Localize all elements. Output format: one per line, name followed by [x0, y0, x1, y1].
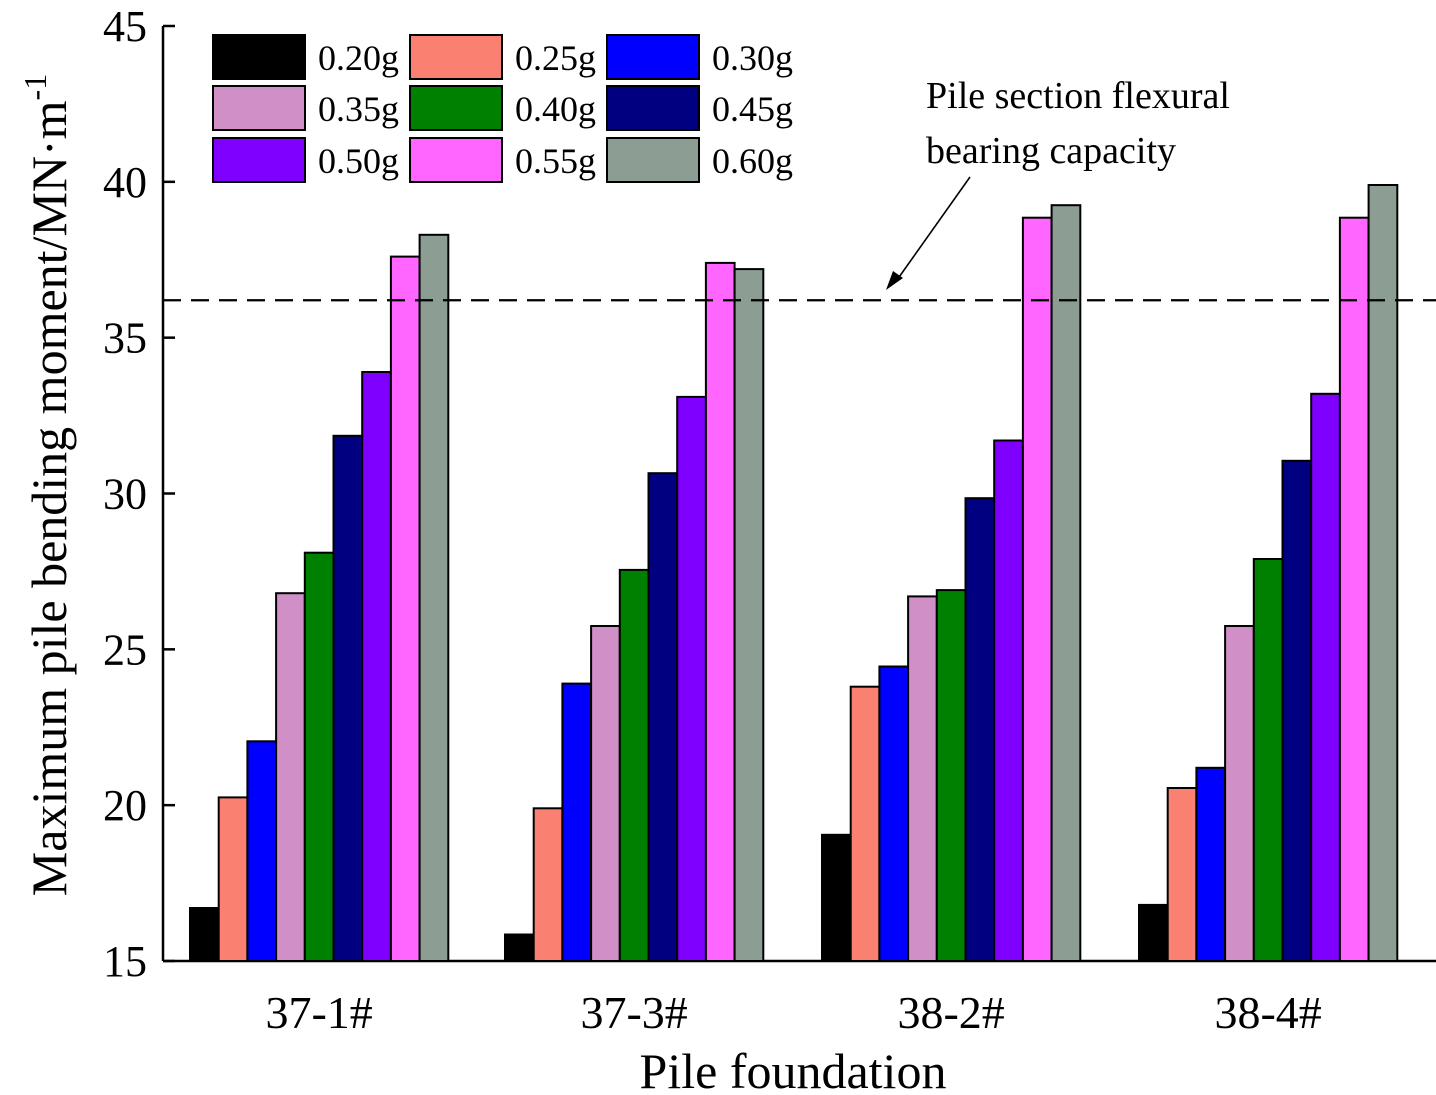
- y-tick-label: 25: [103, 625, 147, 674]
- bar-37-3#-0.55g: [704, 261, 736, 962]
- bar-37-3#-0.20g: [504, 933, 535, 962]
- legend-swatch-0.35g: [212, 85, 306, 131]
- annotation-line-2: bearing capacity: [926, 130, 1176, 172]
- legend-swatch-0.30g: [606, 34, 700, 80]
- bar-37-3#-0.35g: [590, 625, 621, 962]
- bar-37-3#-0.40g: [618, 568, 650, 963]
- bar-38-4#-0.60g: [1367, 184, 1399, 962]
- bar-37-3#-0.30g: [561, 682, 593, 962]
- legend-swatch-0.25g: [409, 34, 503, 80]
- bar-38-4#-0.55g: [1338, 216, 1370, 962]
- bar-38-4#-0.30g: [1195, 766, 1227, 962]
- bar-38-4#-0.45g: [1281, 459, 1313, 962]
- x-tick-label: 37-3#: [580, 987, 687, 1038]
- bar-38-2#-0.25g: [849, 685, 881, 962]
- legend-label-0.50g: 0.50g: [318, 141, 399, 181]
- y-tick-label: 30: [103, 470, 147, 519]
- legend-swatch-0.50g: [212, 137, 306, 183]
- bar-37-1#-0.25g: [217, 796, 249, 963]
- bar-38-2#-0.40g: [935, 589, 967, 962]
- legend-label-0.40g: 0.40g: [515, 89, 596, 129]
- legend-swatch-0.60g: [606, 137, 700, 183]
- y-tick-label: 20: [103, 781, 147, 830]
- bar-37-1#-0.30g: [246, 740, 278, 962]
- bar-37-3#-0.25g: [532, 807, 564, 962]
- legend-swatch-0.40g: [409, 85, 503, 131]
- annotation-arrow-shaft: [896, 176, 971, 281]
- legend-label-0.25g: 0.25g: [515, 38, 596, 78]
- bar-37-3#-0.50g: [676, 395, 707, 962]
- annotation: Pile section flexural bearing capacity: [926, 75, 1230, 172]
- y-axis-title: Maximum pile bending moment/MN·m-1: [17, 74, 77, 896]
- bar-38-4#-0.20g: [1138, 903, 1169, 963]
- x-axis-title: Pile foundation: [640, 1043, 947, 1095]
- legend-swatch-0.45g: [606, 85, 700, 131]
- bar-38-4#-0.25g: [1166, 787, 1198, 962]
- legend-label-0.35g: 0.35g: [318, 89, 399, 129]
- legend-label-0.45g: 0.45g: [712, 89, 793, 129]
- legend-label-0.20g: 0.20g: [318, 38, 399, 78]
- bar-38-2#-0.60g: [1050, 204, 1082, 962]
- bar-38-2#-0.35g: [907, 595, 938, 963]
- bar-37-1#-0.20g: [189, 907, 220, 962]
- y-tick-label: 15: [103, 937, 147, 986]
- bar-38-4#-0.35g: [1224, 625, 1255, 962]
- annotation-line-1: Pile section flexural: [926, 75, 1230, 117]
- bar-37-3#-0.60g: [733, 268, 765, 963]
- bar-38-4#-0.50g: [1310, 392, 1341, 962]
- bar-37-1#-0.35g: [275, 592, 306, 962]
- bar-37-1#-0.60g: [418, 233, 450, 963]
- bars: [189, 184, 1399, 963]
- reference-line-group: [163, 176, 1436, 302]
- bar-38-2#-0.55g: [1021, 216, 1053, 962]
- legend-label-0.60g: 0.60g: [712, 141, 793, 181]
- legend-swatch-0.20g: [212, 34, 306, 80]
- bar-37-1#-0.45g: [332, 434, 364, 962]
- legend-swatch-0.55g: [409, 137, 503, 183]
- x-tick-label: 37-1#: [265, 987, 372, 1038]
- y-tick-label: 45: [103, 2, 147, 51]
- legend-label-0.55g: 0.55g: [515, 141, 596, 181]
- bar-38-2#-0.20g: [821, 833, 852, 962]
- bar-38-4#-0.40g: [1252, 558, 1284, 962]
- legend-label-0.30g: 0.30g: [712, 38, 793, 78]
- y-axis-title-main: Maximum pile bending moment/MN·m: [21, 100, 77, 896]
- legend: 0.20g 0.25g 0.30g 0.35g 0.40g 0.45g 0.50g 0.55g…: [212, 34, 793, 183]
- bar-37-1#-0.55g: [389, 255, 421, 963]
- y-tick-label: 35: [103, 314, 147, 363]
- bar-38-2#-0.50g: [993, 439, 1024, 962]
- y-axis-title-superscript: -1: [17, 74, 53, 101]
- bar-37-3#-0.45g: [647, 472, 679, 962]
- bar-38-2#-0.30g: [878, 665, 910, 962]
- annotation-arrow-head: [886, 271, 903, 290]
- bar-38-2#-0.45g: [964, 497, 996, 962]
- bar-37-1#-0.50g: [361, 371, 392, 962]
- bar-37-1#-0.40g: [303, 551, 335, 962]
- x-tick-label: 38-4#: [1214, 987, 1321, 1038]
- axes: 15 20 25 30 35 40 45 37-1# 37-3# 38-2# 38-4#: [103, 2, 1436, 1038]
- x-tick-label: 38-2#: [897, 987, 1004, 1038]
- y-tick-label: 40: [103, 158, 147, 207]
